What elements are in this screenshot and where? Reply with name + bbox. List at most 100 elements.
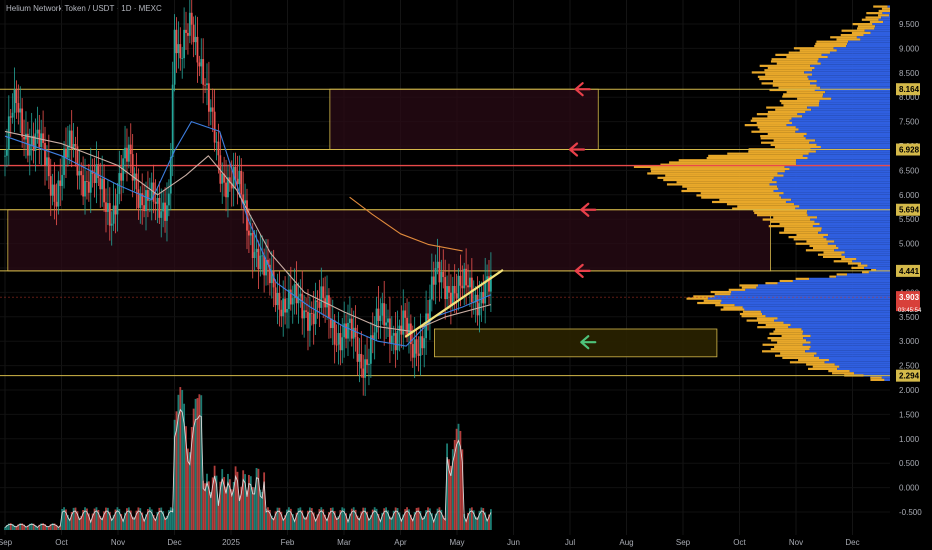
zones-layer <box>7 88 771 358</box>
volume-bar <box>166 516 168 530</box>
volume-bar <box>476 517 479 530</box>
volume-profile-bar-up <box>761 141 810 144</box>
time-tick-label: Oct <box>733 538 746 547</box>
volume-bar <box>9 523 12 530</box>
volume-profile-bar-down <box>882 12 890 15</box>
volume-bar <box>358 517 361 530</box>
volume-profile-bar-up <box>666 183 770 186</box>
volume-profile-bar-up <box>752 117 792 120</box>
candle-body <box>25 133 27 140</box>
candle-body <box>265 259 267 276</box>
volume-profile-bar-down <box>786 124 890 127</box>
volume-bar <box>80 516 83 530</box>
price-tick-label: 5.500 <box>899 215 920 224</box>
volume-bar <box>200 395 203 530</box>
volume-profile-bar-down <box>814 66 890 70</box>
candle-body <box>248 230 250 236</box>
volume-profile-bar-up <box>851 31 871 35</box>
volume-bar <box>206 473 208 530</box>
candle-body <box>173 29 176 85</box>
volume-profile-bar-down <box>805 350 890 353</box>
volume-bar <box>194 398 197 530</box>
moving-average-line <box>4 130 492 332</box>
volume-bar <box>408 509 410 530</box>
volume-profile-bar-up <box>759 77 809 81</box>
volume-profile-bar-up <box>786 91 826 94</box>
volume-profile-bar-up <box>774 345 811 349</box>
volume-bar <box>101 517 104 530</box>
candle-body <box>427 313 429 320</box>
volume-profile-bar-down <box>838 247 890 250</box>
candle-body <box>213 111 216 143</box>
volume-bar <box>99 515 102 530</box>
volume-profile-bar-down <box>878 18 890 21</box>
volume-bar <box>141 512 144 530</box>
volume-bar <box>449 465 452 530</box>
volume-profile-bar-down <box>805 110 890 114</box>
volume-bar <box>362 507 365 530</box>
candle-body <box>478 303 481 316</box>
volume-profile-bar-down <box>776 181 890 184</box>
price-axis[interactable]: 9.5009.0008.5008.0007.5007.0006.5006.000… <box>896 20 922 517</box>
candle-body <box>236 178 239 185</box>
candle-body <box>268 264 271 284</box>
candle-body <box>413 339 416 358</box>
price-level-label: 8.164 <box>899 85 920 94</box>
price-tick-label: 8.500 <box>899 69 920 78</box>
candle-body <box>371 335 374 340</box>
volume-profile-bar-up <box>663 178 773 182</box>
volume-profile-bar-down <box>803 337 890 340</box>
volume-bar <box>196 398 199 530</box>
resistance-zone <box>329 88 599 150</box>
volume-profile-bar-up <box>857 27 875 30</box>
candle-body <box>389 318 391 343</box>
volume-profile-bar-down <box>889 14 890 17</box>
volume-bar <box>232 482 235 530</box>
candle-body <box>396 331 399 351</box>
volume-profile-bar-down <box>792 279 890 283</box>
candle-body <box>444 277 447 300</box>
candle-body <box>303 310 306 319</box>
candle-body <box>181 58 184 59</box>
volume-bar <box>474 516 477 530</box>
volume-bar <box>40 523 43 530</box>
volume-profile-bar-up <box>760 137 806 140</box>
volume-profile-bar-up <box>836 273 848 276</box>
volume-bar <box>423 516 426 530</box>
volume-profile-bar-up <box>786 55 828 59</box>
volume-bar <box>377 514 380 530</box>
candle-body <box>320 286 323 308</box>
trendline <box>405 269 504 338</box>
volume-bar <box>392 510 395 530</box>
candle-body <box>307 311 309 331</box>
arrow-left-red-icon <box>568 142 586 157</box>
candle-body <box>329 318 332 329</box>
candle-body <box>238 170 241 185</box>
volume-bar <box>288 507 290 530</box>
volume-profile-bar-up <box>775 53 822 56</box>
volume-profile-bar-down <box>852 260 890 263</box>
moving-averages <box>4 121 492 347</box>
volume-profile-bar-up <box>773 139 816 142</box>
volume-profile-bar-up <box>766 106 808 109</box>
candle-body <box>84 181 86 197</box>
volume-profile-bar-up <box>759 128 799 131</box>
candle-body <box>166 205 168 221</box>
time-axis[interactable]: Sep Oct Nov Dec 2025 Feb Mar Apr May Jun Jul Aug Sep… <box>0 535 932 550</box>
candle-body <box>257 248 260 270</box>
candle-body <box>295 284 298 304</box>
volume-bar <box>152 514 155 530</box>
price-tick-label: 8.000 <box>899 93 920 102</box>
volume-bar <box>105 507 107 530</box>
volume-profile-bar-down <box>884 378 890 381</box>
volume-profile-bar-down <box>765 315 890 318</box>
volume-bar <box>343 508 346 530</box>
volume-profile-bar-up <box>676 181 777 184</box>
volume-profile-bar-down <box>760 310 890 313</box>
volume-profile-bar-up <box>878 14 890 17</box>
candle-body <box>177 44 180 54</box>
volume-profile-bar-down <box>805 137 890 140</box>
candle-body <box>318 301 321 308</box>
volume-profile-bar-down <box>785 200 890 204</box>
